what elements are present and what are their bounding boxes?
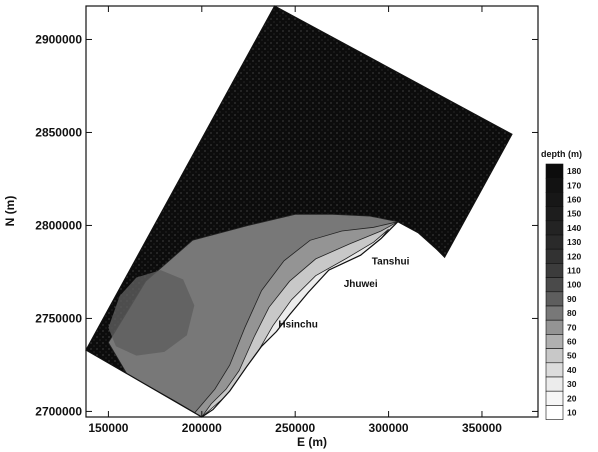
legend-label-80: 80 xyxy=(567,308,577,318)
legend-label-160: 160 xyxy=(567,195,581,205)
place-label-tanshui: Tanshui xyxy=(372,257,410,268)
legend-swatch-90 xyxy=(545,291,564,307)
bathymetry-domain xyxy=(86,6,512,417)
legend-swatch-150 xyxy=(545,206,564,222)
place-label-jhuwei: Jhuwei xyxy=(344,279,378,290)
place-label-hsinchu: Hsinchu xyxy=(278,320,317,331)
legend-swatch-120 xyxy=(545,248,564,264)
legend-swatch-130 xyxy=(545,234,564,250)
y-tick-label: 2800000 xyxy=(35,218,82,232)
legend-swatch-70 xyxy=(545,319,564,335)
legend-swatch-140 xyxy=(545,220,564,236)
legend-label-10: 10 xyxy=(567,408,577,418)
legend-label-110: 110 xyxy=(567,266,581,276)
legend-label-30: 30 xyxy=(567,379,577,389)
x-axis-ticks: 150000 200000 250000 300000 350000 xyxy=(88,6,502,435)
legend-swatch-60 xyxy=(545,334,564,349)
domain-outline xyxy=(85,5,513,418)
y-axis-ticks: 2700000 2750000 2800000 2850000 2900000 xyxy=(35,32,538,418)
y-tick-label: 2850000 xyxy=(35,125,82,139)
legend-swatch-160 xyxy=(545,192,564,207)
legend-label-90: 90 xyxy=(567,294,577,304)
y-tick-label: 2750000 xyxy=(35,311,82,325)
depth-legend: depth (m) 180 170 160 150 140 130 120 110 100 90 8… xyxy=(541,149,582,420)
y-tick-label: 2700000 xyxy=(35,404,82,418)
legend-label-100: 100 xyxy=(567,280,581,290)
legend-label-180: 180 xyxy=(567,166,581,176)
legend-label-120: 120 xyxy=(567,251,581,261)
legend-swatch-20 xyxy=(545,390,564,406)
legend-swatch-180 xyxy=(545,163,564,179)
legend-label-50: 50 xyxy=(567,351,577,361)
legend-label-60: 60 xyxy=(567,337,577,347)
x-tick-label: 350000 xyxy=(462,421,502,435)
y-tick-label: 2900000 xyxy=(35,32,82,46)
x-tick-label: 150000 xyxy=(88,421,128,435)
legend-label-140: 140 xyxy=(567,223,581,233)
x-tick-label: 300000 xyxy=(369,421,409,435)
legend-label-40: 40 xyxy=(567,365,577,375)
legend-swatch-170 xyxy=(545,177,564,193)
legend-label-130: 130 xyxy=(567,237,581,247)
legend-label-20: 20 xyxy=(567,393,577,403)
legend-label-170: 170 xyxy=(567,180,581,190)
y-axis-title: N (m) xyxy=(3,196,17,227)
legend-label-70: 70 xyxy=(567,322,577,332)
x-tick-label: 250000 xyxy=(275,421,315,435)
legend-title: depth (m) xyxy=(541,149,582,159)
legend-swatch-80 xyxy=(545,305,564,321)
legend-swatch-40 xyxy=(545,362,564,378)
legend-swatch-100 xyxy=(545,277,564,293)
legend-label-150: 150 xyxy=(567,209,581,219)
legend-swatch-30 xyxy=(545,376,564,392)
x-axis-title: E (m) xyxy=(297,435,327,449)
deep-hole-region xyxy=(108,270,195,356)
legend-swatch-50 xyxy=(545,348,564,364)
x-tick-label: 200000 xyxy=(182,421,222,435)
legend-swatch-110 xyxy=(545,263,564,278)
place-annotations: Tanshui Jhuwei Hsinchu xyxy=(278,257,409,331)
legend-swatch-10 xyxy=(545,405,564,420)
